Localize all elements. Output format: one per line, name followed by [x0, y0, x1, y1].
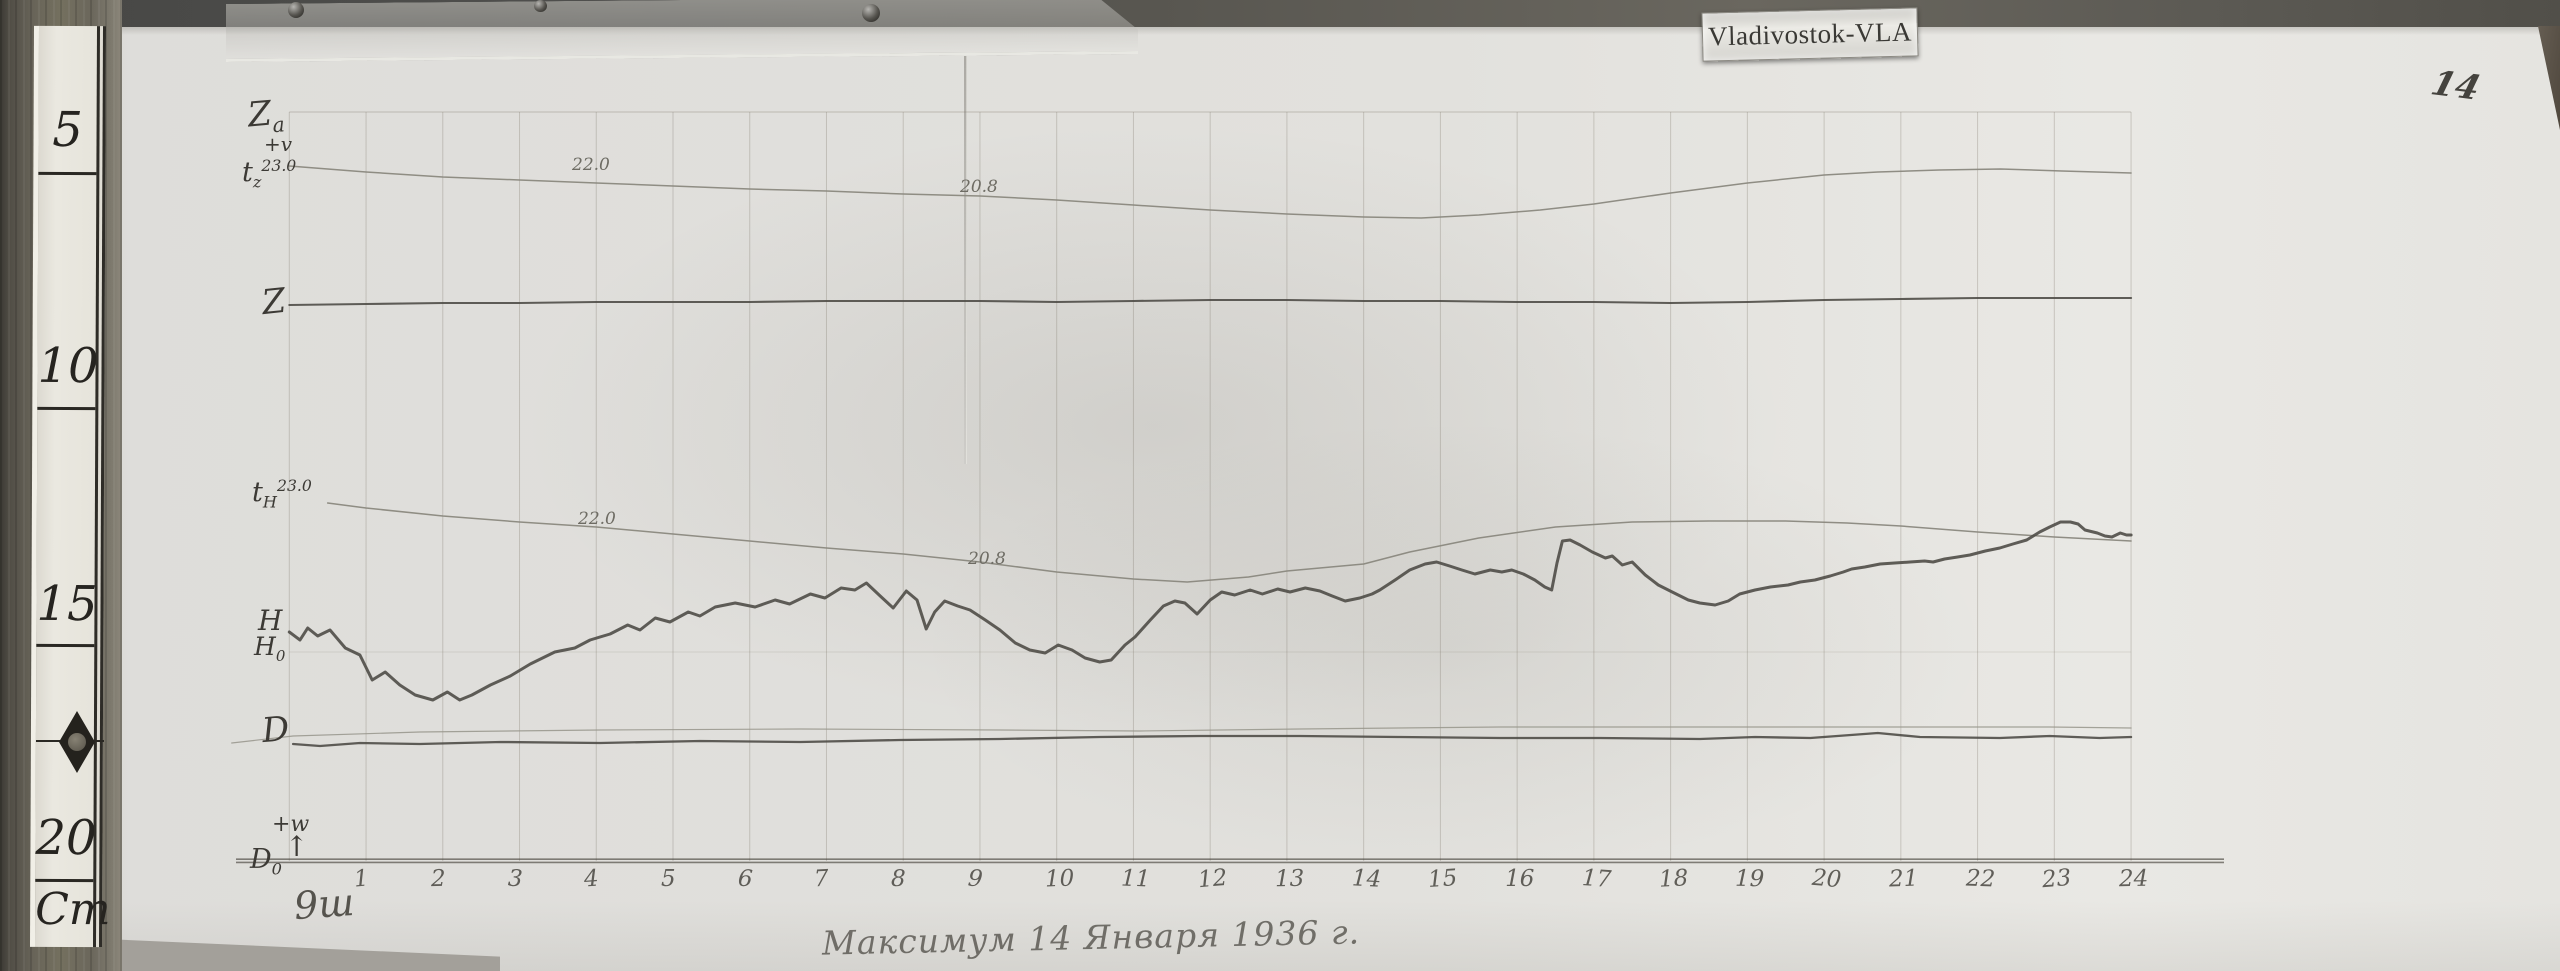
station-label-tag: Vladivostok-VLA: [1701, 7, 1919, 62]
ruler-division: [37, 406, 96, 411]
cm-ruler: 5 10 15 20 Cm: [29, 25, 111, 948]
push-pin: [288, 2, 304, 18]
glass-strip: [226, 0, 1138, 62]
push-pin: [534, 0, 547, 12]
chart-paper-sheet: [74, 26, 2560, 971]
ruler-division: [38, 171, 97, 176]
ruler-mark-5: 5: [52, 101, 83, 159]
station-label-text: Vladivostok-VLA: [1707, 16, 1913, 52]
ruler-division: [36, 643, 95, 648]
margin-note: 9ш: [292, 879, 356, 929]
ruler-division: [35, 878, 94, 883]
sheet-join-line: [964, 56, 967, 464]
ruler-mark-15: 15: [36, 575, 98, 633]
ruler-mark-20: 20: [35, 809, 97, 867]
ruler-unit-cm: Cm: [35, 883, 111, 936]
push-pin: [862, 4, 880, 22]
ruler-mark-10: 10: [37, 337, 99, 395]
